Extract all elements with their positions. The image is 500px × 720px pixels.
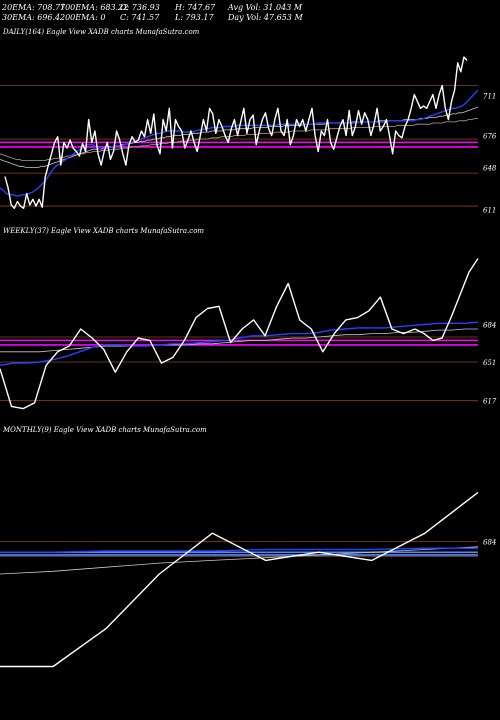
stat-day-vol: Day Vol: 47.653 M <box>227 13 303 22</box>
stat-close: C: 741.57 <box>120 13 160 22</box>
stats-row-2: 30EMA: 696.4 200EMA: 0 C: 741.57 L: 793.… <box>2 13 303 22</box>
y-tick-label: 651 <box>483 359 496 367</box>
y-tick-label: 711 <box>483 93 496 101</box>
price-line <box>4 56 468 210</box>
y-tick-label: 676 <box>483 133 497 141</box>
stat-200ema: 200EMA: 0 <box>59 13 105 22</box>
weekly-panel-title: WEEKLY(37) Eagle View XADB charts Munafa… <box>3 227 204 235</box>
y-tick-label: 684 <box>483 538 496 546</box>
stat-avg-vol: Avg Vol: 31.043 M <box>227 3 303 12</box>
monthly-panel: 684 <box>0 491 496 668</box>
price-line <box>0 282 416 410</box>
y-tick-label: 684 <box>483 321 496 329</box>
weekly-panel: 684 651 617 <box>0 258 497 410</box>
daily-panel: 711 676 648 611 <box>0 56 497 214</box>
ema-slow-line <box>0 106 479 168</box>
ema-fast-line <box>0 321 479 367</box>
ema-slow-line <box>0 328 478 353</box>
monthly-panel-title: MONTHLY(9) Eagle View XADB charts Munafa… <box>2 426 207 434</box>
ema-fast-line <box>0 547 478 553</box>
ema-fast-line <box>0 89 479 197</box>
y-tick-label: 617 <box>483 398 497 406</box>
stat-30ema: 30EMA: 696.4 <box>2 13 60 22</box>
stat-20ema: 20EMA: 708.77 <box>1 3 66 12</box>
price-tail-line <box>414 258 479 342</box>
y-tick-label: 611 <box>483 206 496 214</box>
stats-row-1: 20EMA: 708.77 100EMA: 683.22 O: 736.93 H… <box>1 3 303 12</box>
y-tick-label: 648 <box>483 164 497 172</box>
price-line <box>0 491 479 668</box>
stat-open: O: 736.93 <box>120 3 160 12</box>
stat-low: L: 793.17 <box>174 13 214 22</box>
stat-100ema: 100EMA: 683.22 <box>60 3 128 12</box>
daily-panel-title: DAILY(164) Eagle View XADB charts Munafa… <box>2 28 200 36</box>
ema-slow-line <box>0 546 479 575</box>
stat-high: H: 747.67 <box>174 3 216 12</box>
